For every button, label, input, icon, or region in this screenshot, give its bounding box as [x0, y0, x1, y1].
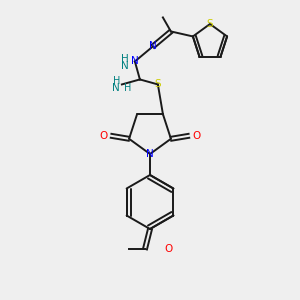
Text: H: H — [121, 54, 129, 64]
Text: N: N — [146, 149, 154, 159]
Text: O: O — [192, 131, 200, 141]
Text: N: N — [121, 61, 129, 71]
Text: N: N — [112, 83, 120, 93]
Text: S: S — [207, 19, 213, 29]
Text: O: O — [164, 244, 172, 254]
Text: N: N — [131, 56, 139, 66]
Text: H: H — [112, 76, 120, 86]
Text: O: O — [100, 131, 108, 141]
Text: H: H — [124, 83, 131, 93]
Text: N: N — [149, 41, 157, 51]
Text: S: S — [154, 80, 161, 89]
